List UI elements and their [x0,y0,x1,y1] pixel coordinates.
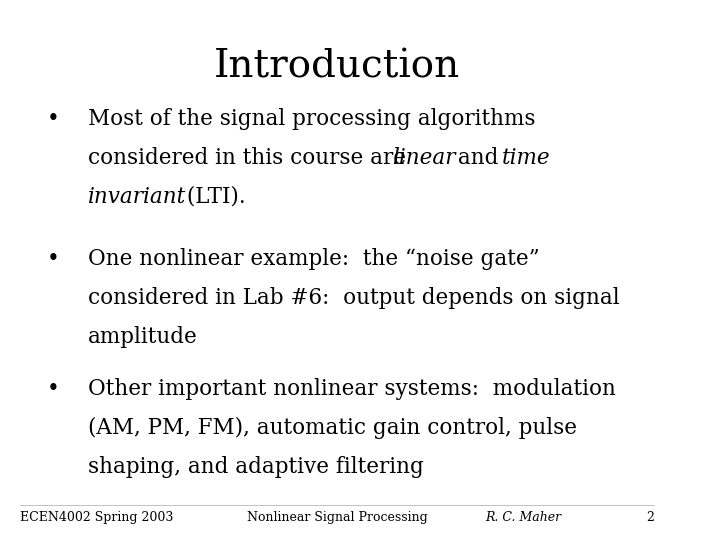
Text: (AM, PM, FM), automatic gain control, pulse: (AM, PM, FM), automatic gain control, pu… [88,417,577,439]
Text: Introduction: Introduction [214,49,460,86]
Text: R. C. Maher: R. C. Maher [485,511,562,524]
Text: Most of the signal processing algorithms: Most of the signal processing algorithms [88,108,535,130]
Text: One nonlinear example:  the “noise gate”: One nonlinear example: the “noise gate” [88,248,539,271]
Text: Other important nonlinear systems:  modulation: Other important nonlinear systems: modul… [88,378,616,400]
Text: considered in Lab #6:  output depends on signal: considered in Lab #6: output depends on … [88,287,619,309]
Text: •: • [48,378,60,400]
Text: ECEN4002 Spring 2003: ECEN4002 Spring 2003 [20,511,174,524]
Text: time: time [502,147,551,169]
Text: 2: 2 [646,511,654,524]
Text: and: and [451,147,505,169]
Text: •: • [48,248,60,271]
Text: (LTI).: (LTI). [179,186,246,208]
Text: amplitude: amplitude [88,326,197,348]
Text: •: • [48,108,60,130]
Text: shaping, and adaptive filtering: shaping, and adaptive filtering [88,456,423,478]
Text: considered in this course are: considered in this course are [88,147,413,169]
Text: invariant: invariant [88,186,186,208]
Text: Nonlinear Signal Processing: Nonlinear Signal Processing [246,511,427,524]
Text: linear: linear [392,147,455,169]
